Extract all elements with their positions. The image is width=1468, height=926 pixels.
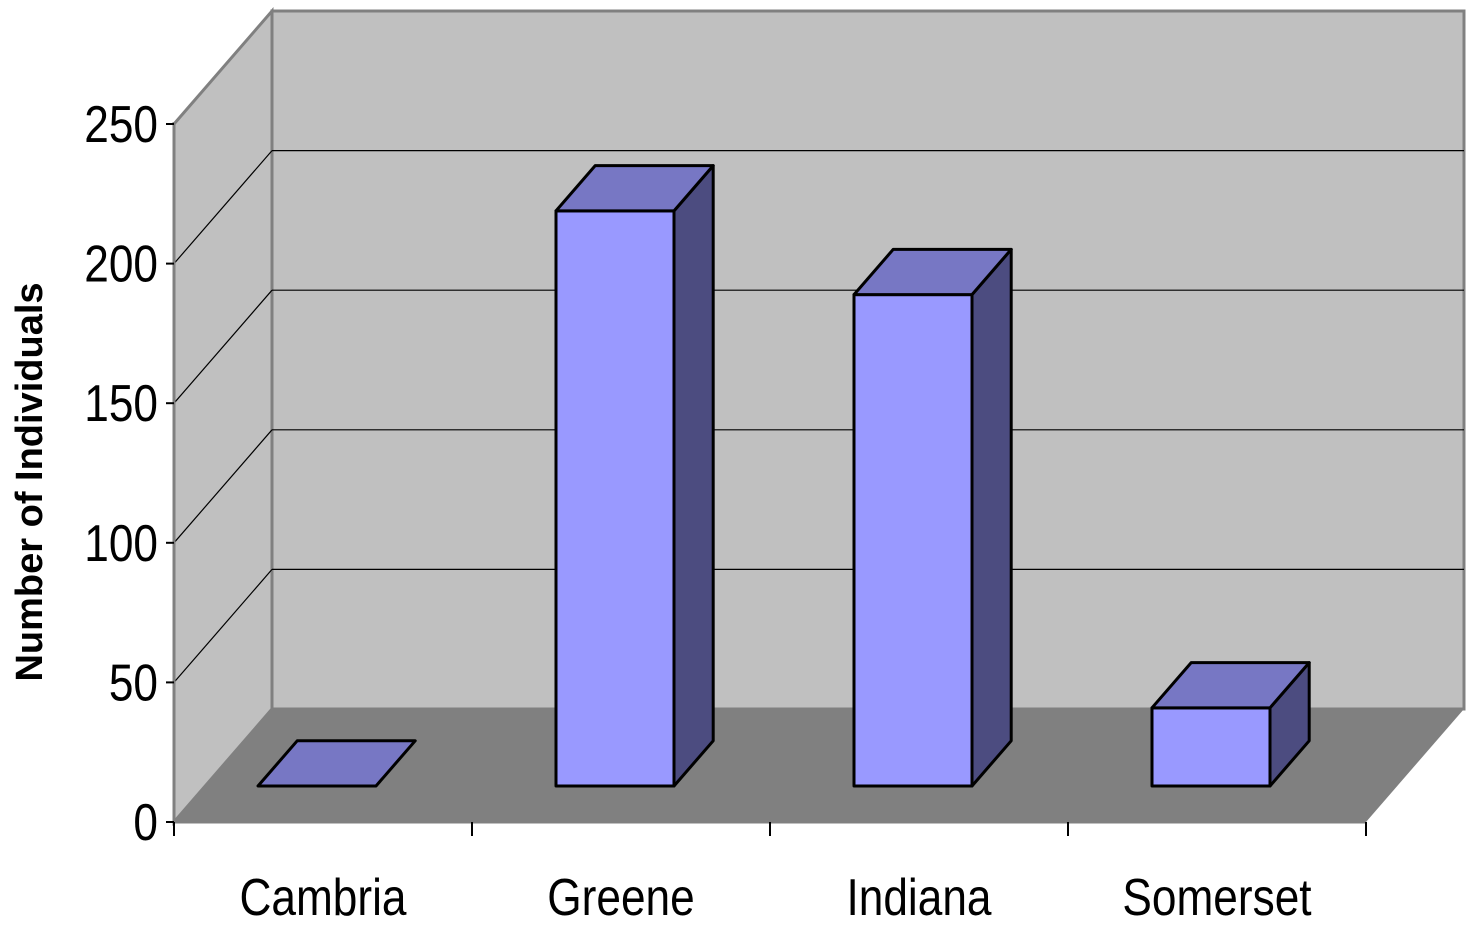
- x-tick-label: Somerset: [1122, 869, 1312, 926]
- x-tick-label: Greene: [547, 869, 694, 926]
- bar-front: [1150, 706, 1272, 788]
- y-tick-label: 100: [84, 514, 158, 572]
- bar-top: [852, 247, 1013, 297]
- side-wall: [172, 6, 274, 827]
- bar-side: [672, 164, 715, 788]
- y-tick-label: 150: [84, 375, 158, 433]
- bar-front: [554, 209, 676, 788]
- bar-indiana: [852, 247, 1013, 788]
- gridline-side: [173, 429, 273, 544]
- bar-cambria: [256, 739, 417, 788]
- bar-top: [554, 164, 715, 213]
- axes: [166, 122, 1367, 836]
- bar-top: [1150, 661, 1311, 710]
- y-tick-label: 250: [84, 96, 158, 154]
- bar-greene: [554, 164, 715, 788]
- bar-somerset: [1150, 661, 1311, 788]
- y-axis-title: Number of Individuals: [9, 282, 51, 681]
- bar-front: [852, 293, 974, 788]
- x-tick-label: Indiana: [847, 869, 992, 926]
- bar-top: [256, 739, 417, 788]
- x-tick-label: Cambria: [240, 869, 407, 926]
- y-tick-label: 50: [109, 654, 158, 712]
- gridline-side: [173, 569, 273, 683]
- y-tick-labels: 0 50 100 150 200 250: [84, 96, 158, 852]
- y-tick-label: 200: [84, 235, 158, 293]
- x-tick-labels: Cambria Greene Indiana Somerset: [240, 869, 1313, 926]
- floor: [174, 709, 1464, 822]
- y-tick-label: 0: [133, 794, 158, 852]
- gridline-side: [173, 289, 273, 404]
- gridline-side: [173, 150, 273, 264]
- bar-side: [970, 247, 1013, 788]
- bars: [256, 164, 1311, 788]
